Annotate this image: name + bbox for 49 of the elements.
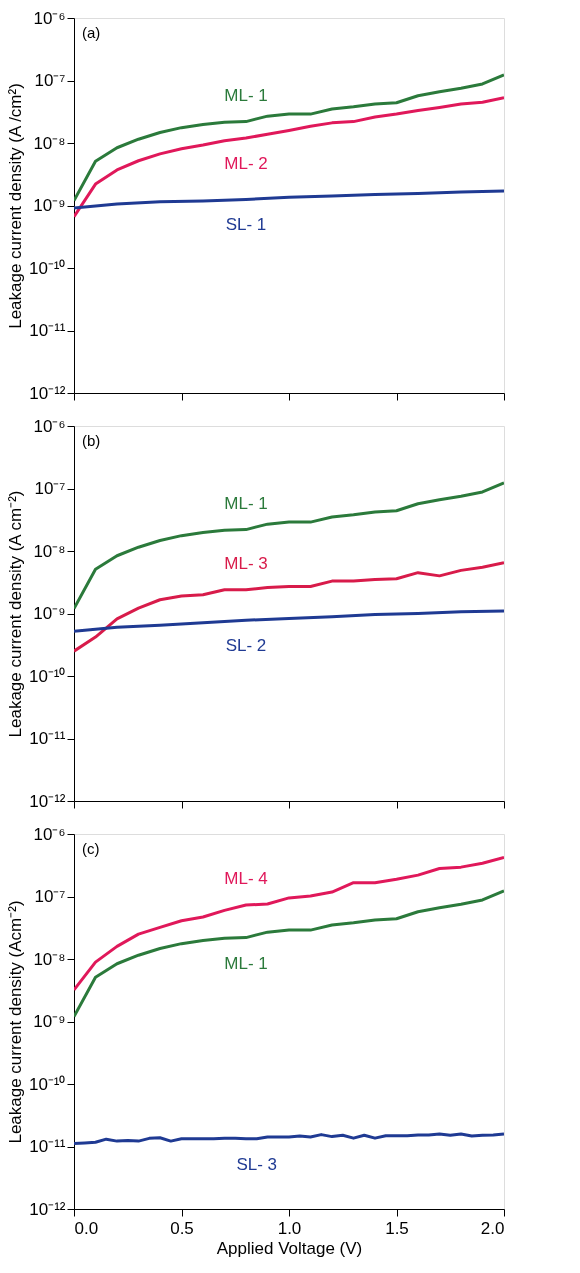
y-tick-label: 10⁻⁹ [33, 196, 66, 215]
y-tick-label: 10⁻¹¹ [29, 321, 66, 340]
y-tick-label: 10⁻⁶ [33, 8, 66, 28]
series-label: SL- 1 [225, 215, 267, 235]
series-label: ML- 2 [224, 154, 268, 174]
y-tick-label: 10⁻⁷ [34, 71, 66, 90]
series-label: ML- 3 [224, 553, 268, 573]
line-series [74, 481, 504, 611]
y-tick-label: 10⁻⁶ [33, 824, 66, 844]
y-tick-label: 10⁻¹¹ [29, 1137, 66, 1156]
line-series [74, 1132, 504, 1145]
x-axis-title: Applied Voltage (V) [216, 1238, 363, 1258]
y-axis-title: Leakage current density (A /cm²) [5, 83, 25, 329]
y-tick-label: 10⁻¹² [29, 791, 66, 811]
y-tick-label: 10⁻¹² [29, 1199, 66, 1219]
line-series [74, 856, 504, 992]
y-tick-label: 10⁻⁸ [33, 541, 66, 561]
y-tick-label: 10⁻⁶ [33, 416, 66, 436]
series-label: SL- 2 [225, 636, 267, 656]
x-tick-label: 2.0 [480, 1218, 505, 1238]
y-tick-label: 10⁻⁹ [33, 1012, 66, 1031]
series-label: ML- 1 [224, 493, 268, 513]
series-label: ML- 1 [224, 953, 268, 973]
series-label: SL- 3 [236, 1154, 278, 1174]
line-series [74, 889, 504, 1019]
x-tick-label: 0.5 [170, 1218, 194, 1238]
annotation: (a) [82, 24, 101, 41]
y-tick-label: 10⁻¹² [29, 383, 66, 403]
series-label: ML- 4 [224, 869, 268, 889]
line-series [74, 609, 504, 633]
y-tick-label: 10⁻⁸ [33, 949, 66, 969]
x-tick-label: 1.0 [277, 1218, 302, 1238]
y-tick-label: 10⁻⁷ [34, 479, 66, 498]
y-tick-label: 10⁻¹⁰ [28, 666, 66, 686]
annotation: (c) [82, 840, 100, 857]
line-series [74, 189, 504, 210]
y-axis-title: Leakage current density (A cm⁻²) [5, 490, 25, 738]
y-tick-label: 10⁻¹⁰ [28, 1074, 66, 1094]
y-axis-title: Leakage current density (Acm⁻²) [5, 900, 25, 1144]
y-tick-label: 10⁻⁸ [33, 133, 66, 153]
y-tick-label: 10⁻¹¹ [29, 729, 66, 748]
x-tick-label: 1.5 [385, 1218, 409, 1238]
annotation: (b) [82, 432, 101, 449]
line-series [74, 73, 504, 203]
y-tick-label: 10⁻¹⁰ [28, 258, 66, 278]
x-tick-label: 0.0 [74, 1218, 99, 1238]
y-tick-label: 10⁻⁹ [33, 604, 66, 623]
y-tick-label: 10⁻⁷ [34, 887, 66, 906]
series-label: ML- 1 [224, 85, 268, 105]
